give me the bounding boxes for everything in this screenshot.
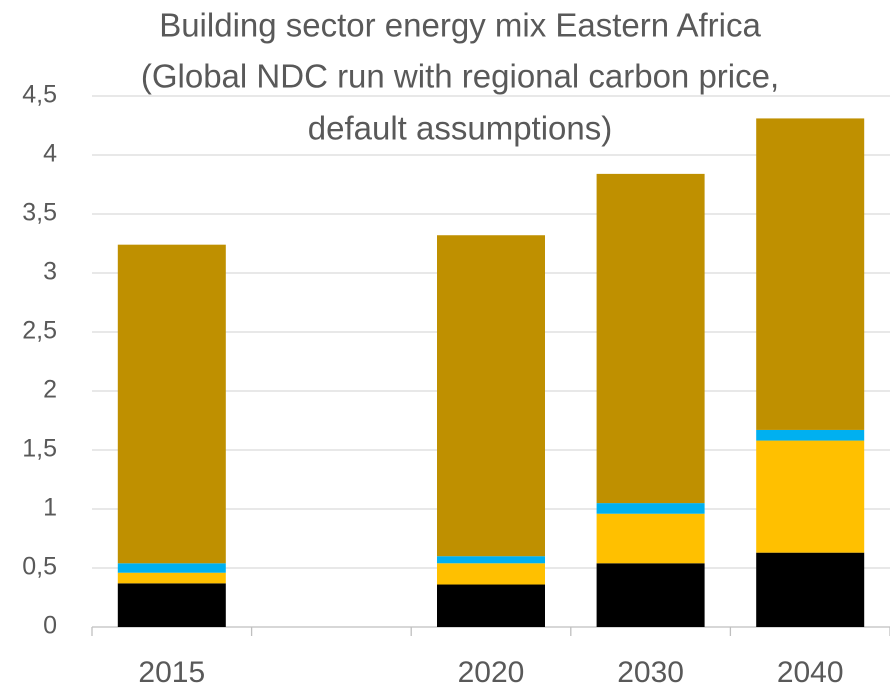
bar-segment (596, 513, 705, 564)
x-tick-label: 2030 (617, 656, 684, 689)
y-tick-label: 0,5 (22, 553, 57, 581)
bar-segment (756, 440, 865, 553)
x-tick-label: 2040 (777, 656, 844, 689)
bar-segment (756, 118, 865, 430)
y-tick-label: 1 (43, 494, 57, 522)
bar-segment (117, 244, 226, 564)
chart-title: default assumptions) (308, 110, 613, 147)
bar-segment (596, 173, 705, 504)
bar-segment (437, 584, 545, 627)
y-tick-label: 0 (43, 612, 57, 640)
bar-segment (437, 563, 545, 585)
bar-segment (117, 583, 226, 627)
bar-segment (437, 235, 545, 557)
x-tick-label: 2020 (458, 656, 525, 689)
bar-segment (437, 556, 545, 564)
y-tick-label: 1,5 (22, 435, 57, 463)
bar-segment (117, 563, 226, 573)
bar-segment (596, 563, 705, 627)
chart-title: Building sector energy mix Eastern Afric… (159, 7, 761, 44)
y-tick-label: 4,5 (22, 81, 57, 109)
y-tick-label: 3 (43, 258, 57, 286)
bar-segment (756, 552, 865, 627)
x-tick-label: 2015 (138, 656, 205, 689)
y-tick-label: 3,5 (22, 199, 57, 227)
y-tick-label: 4 (43, 140, 57, 168)
bar-segment (117, 572, 226, 584)
chart-title: (Global NDC run with regional carbon pri… (141, 58, 779, 95)
bar-segment (596, 503, 705, 514)
y-tick-label: 2,5 (22, 317, 57, 345)
bar-segment (756, 429, 865, 441)
y-tick-label: 2 (43, 376, 57, 404)
